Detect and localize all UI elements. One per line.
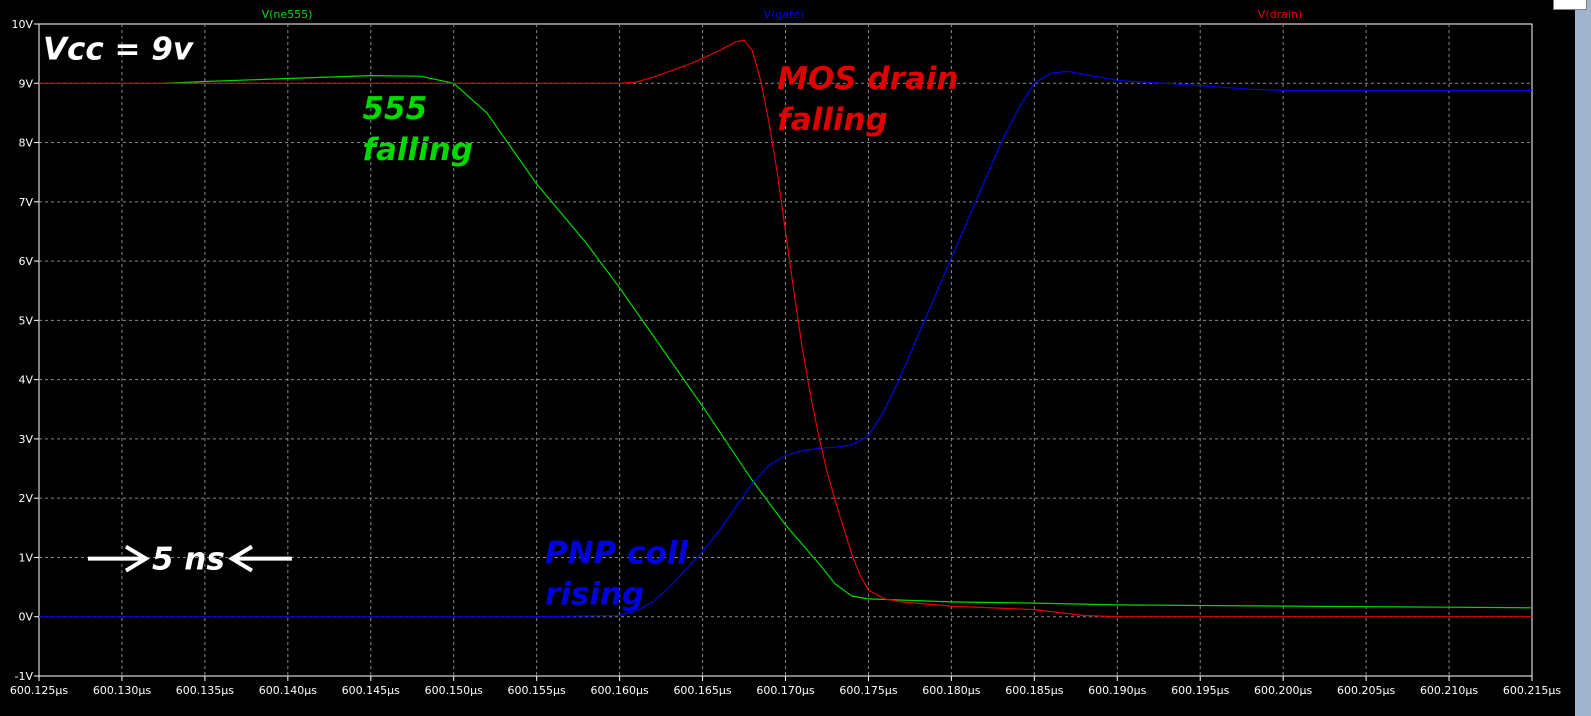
- x-tick-label: 600.180µs: [922, 684, 980, 697]
- y-tick-label: -1V: [15, 670, 34, 683]
- window-frame-edge: [1575, 0, 1591, 716]
- y-tick-label: 7V: [18, 196, 33, 209]
- annotation-text: 5 ns: [152, 542, 225, 578]
- y-tick-label: 10V: [11, 18, 33, 31]
- annotation-line: Vcc = 9v: [43, 32, 195, 68]
- y-tick-label: 6V: [18, 255, 33, 268]
- y-tick-label: 0V: [18, 611, 33, 624]
- y-tick-label: 4V: [18, 374, 33, 387]
- x-tick-label: 600.190µs: [1088, 684, 1146, 697]
- x-tick-label: 600.150µs: [425, 684, 483, 697]
- x-tick-label: 600.215µs: [1503, 684, 1561, 697]
- x-tick-label: 600.145µs: [342, 684, 400, 697]
- y-tick-label: 1V: [18, 551, 33, 564]
- x-tick-label: 600.140µs: [259, 684, 317, 697]
- annotation-line: 555: [362, 91, 427, 127]
- annotation-vcc: Vcc = 9v: [43, 32, 195, 68]
- annotation-ne555: 555 falling: [362, 91, 473, 168]
- y-tick-label: 5V: [18, 314, 33, 327]
- x-tick-label: 600.160µs: [591, 684, 649, 697]
- annotation-gate: PNP coll rising: [545, 535, 688, 612]
- annotation-line: MOS drain: [777, 61, 958, 97]
- x-tick-label: 600.135µs: [176, 684, 234, 697]
- y-tick-label: 2V: [18, 492, 33, 505]
- x-tick-label: 600.175µs: [839, 684, 897, 697]
- scale-arrowhead-right: [228, 544, 253, 573]
- annotation-drain: MOS drain falling: [777, 61, 958, 138]
- scale-arrowhead-left: [124, 544, 150, 573]
- y-tick-label: 9V: [18, 77, 33, 90]
- x-tick-label: 600.170µs: [756, 684, 814, 697]
- legend-vdrain: V(drain): [1258, 8, 1302, 21]
- close-button[interactable]: [1553, 0, 1587, 10]
- trace-vdrain: [39, 39, 1532, 618]
- x-tick-label: 600.165µs: [673, 684, 731, 697]
- x-tick-label: 600.200µs: [1254, 684, 1312, 697]
- annotation-line: falling: [777, 102, 888, 138]
- x-tick-label: 600.205µs: [1337, 684, 1395, 697]
- y-tick-label: 8V: [18, 137, 33, 150]
- legend-vne555: V(ne555): [262, 8, 313, 21]
- annotation-line: PNP coll: [545, 535, 688, 571]
- x-tick-label: 600.130µs: [93, 684, 151, 697]
- x-tick-label: 600.185µs: [1005, 684, 1063, 697]
- y-tick-label: 3V: [18, 433, 33, 446]
- trace-vgate: [39, 70, 1532, 618]
- trace-vne555: [163, 74, 1533, 609]
- annotation-line: rising: [545, 576, 644, 612]
- annotation-line: falling: [362, 132, 473, 168]
- annotation-scale: 5 ns: [87, 542, 292, 578]
- legend-vgate: V(gate): [764, 8, 805, 21]
- x-tick-label: 600.125µs: [10, 684, 68, 697]
- x-tick-label: 600.195µs: [1171, 684, 1229, 697]
- x-tick-label: 600.155µs: [508, 684, 566, 697]
- x-tick-label: 600.210µs: [1420, 684, 1478, 697]
